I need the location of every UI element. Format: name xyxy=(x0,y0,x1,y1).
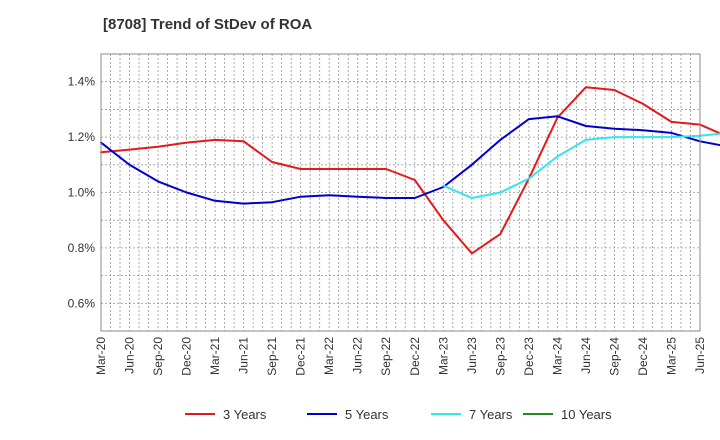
x-tick-label: Dec-20 xyxy=(180,337,194,376)
chart-title: [8708] Trend of StDev of ROA xyxy=(103,16,312,33)
legend-label-3-years: 3 Years xyxy=(223,407,267,422)
legend: 3 Years 5 Years 7 Years 10 Years xyxy=(185,407,612,422)
x-tick-label: Sep-20 xyxy=(151,337,165,376)
x-tick-label: Mar-21 xyxy=(208,337,222,375)
series-line-7-years xyxy=(442,132,720,199)
legend-label-5-years: 5 Years xyxy=(345,407,389,422)
x-tick-label: Mar-22 xyxy=(322,337,336,375)
x-tick-label: Mar-20 xyxy=(94,337,108,375)
plot-area-border xyxy=(100,53,701,332)
x-tick-label: Sep-24 xyxy=(607,337,621,376)
x-tick-label: Dec-22 xyxy=(408,337,422,376)
y-tick-label: 0.6% xyxy=(68,296,96,310)
x-tick-label: Jun-24 xyxy=(579,337,593,374)
series-line-3-years xyxy=(100,86,720,255)
x-tick-label: Sep-22 xyxy=(379,337,393,376)
legend-label-10-years: 10 Years xyxy=(561,407,612,422)
x-tick-label: Sep-21 xyxy=(265,337,279,376)
x-tick-label: Jun-20 xyxy=(123,337,137,374)
x-tick-label: Dec-24 xyxy=(636,337,650,376)
y-tick-label: 1.2% xyxy=(68,130,96,144)
series-line-5-years xyxy=(100,115,720,205)
x-tick-label: Sep-23 xyxy=(493,337,507,376)
x-tick-label: Mar-24 xyxy=(550,337,564,375)
y-axis: 0.6% 0.8% 1.0% 1.2% 1.4% xyxy=(68,75,96,311)
x-tick-label: Dec-21 xyxy=(294,337,308,376)
plot-lines xyxy=(100,86,720,255)
legend-label-7-years: 7 Years xyxy=(469,407,513,422)
x-tick-label: Jun-25 xyxy=(693,337,707,374)
x-tick-label: Jun-21 xyxy=(237,337,251,374)
x-tick-label: Jun-22 xyxy=(351,337,365,374)
y-tick-label: 1.4% xyxy=(68,75,96,89)
x-tick-label: Mar-25 xyxy=(664,337,678,375)
y-tick-label: 1.0% xyxy=(68,186,96,200)
x-tick-label: Dec-23 xyxy=(522,337,536,376)
x-tick-label: Mar-23 xyxy=(436,337,450,375)
x-axis: Mar-20 Jun-20 Sep-20 Dec-20 Mar-21 Jun-21 Sep-… xyxy=(94,337,707,376)
y-tick-label: 0.8% xyxy=(68,241,96,255)
grid xyxy=(100,53,701,332)
x-tick-label: Jun-23 xyxy=(465,337,479,374)
